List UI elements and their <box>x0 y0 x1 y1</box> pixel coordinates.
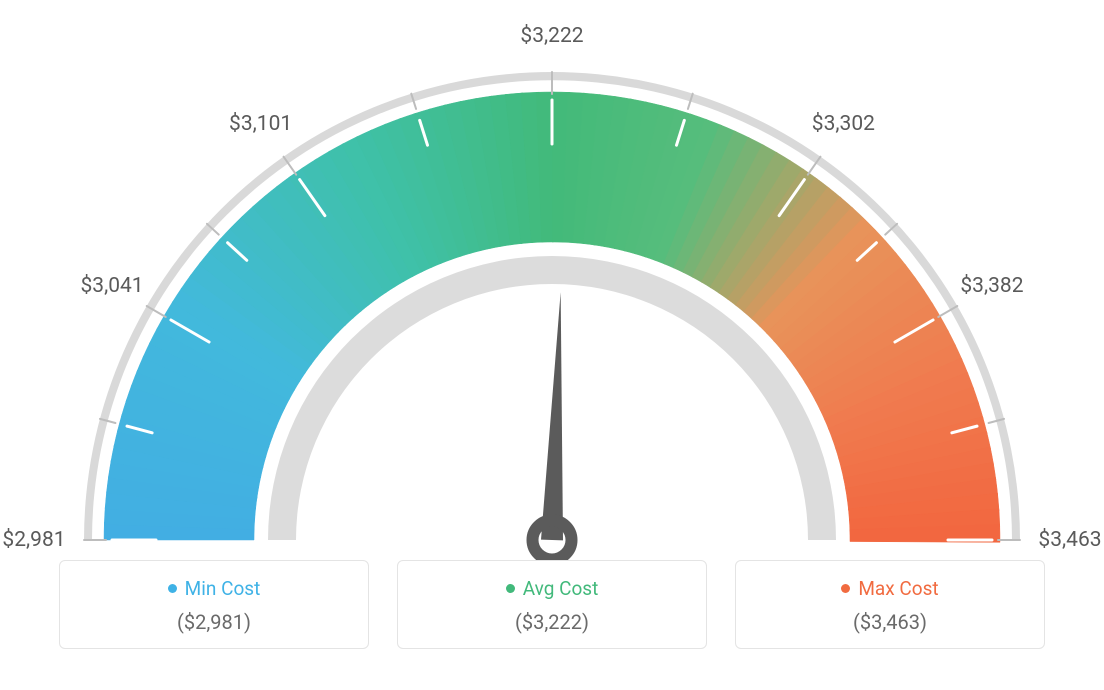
legend-title-text: Min Cost <box>185 577 261 600</box>
legend-title-text: Avg Cost <box>523 577 599 600</box>
legend-dot-icon <box>841 584 850 593</box>
legend-card: Min Cost ($2,981) <box>59 560 369 649</box>
gauge-tick-label: $2,981 <box>2 528 65 552</box>
legend-title: Min Cost <box>168 577 261 600</box>
legend-value: ($2,981) <box>70 610 358 634</box>
gauge-needle <box>541 292 563 540</box>
legend-title: Avg Cost <box>506 577 599 600</box>
legend-title: Max Cost <box>841 577 938 600</box>
legend-card: Avg Cost ($3,222) <box>397 560 707 649</box>
legend-row: Min Cost ($2,981) Avg Cost ($3,222) Max Cost… <box>0 560 1104 649</box>
gauge-tick-label: $3,222 <box>520 24 583 48</box>
legend-value: ($3,463) <box>746 610 1034 634</box>
legend-title-text: Max Cost <box>858 577 938 600</box>
gauge-tick-label: $3,302 <box>812 112 875 136</box>
gauge-tick-label: $3,041 <box>80 274 143 298</box>
legend-card: Max Cost ($3,463) <box>735 560 1045 649</box>
gauge-tick-label: $3,382 <box>960 274 1023 298</box>
gauge-tick-label: $3,463 <box>1038 528 1101 552</box>
gauge-svg <box>0 0 1104 560</box>
gauge-container: $2,981 $3,041 $3,101 $3,222 $3,302 $3,382 $3,4… <box>0 0 1104 560</box>
gauge-tick-label: $3,101 <box>229 112 292 136</box>
legend-dot-icon <box>168 584 177 593</box>
legend-value: ($3,222) <box>408 610 696 634</box>
legend-dot-icon <box>506 584 515 593</box>
